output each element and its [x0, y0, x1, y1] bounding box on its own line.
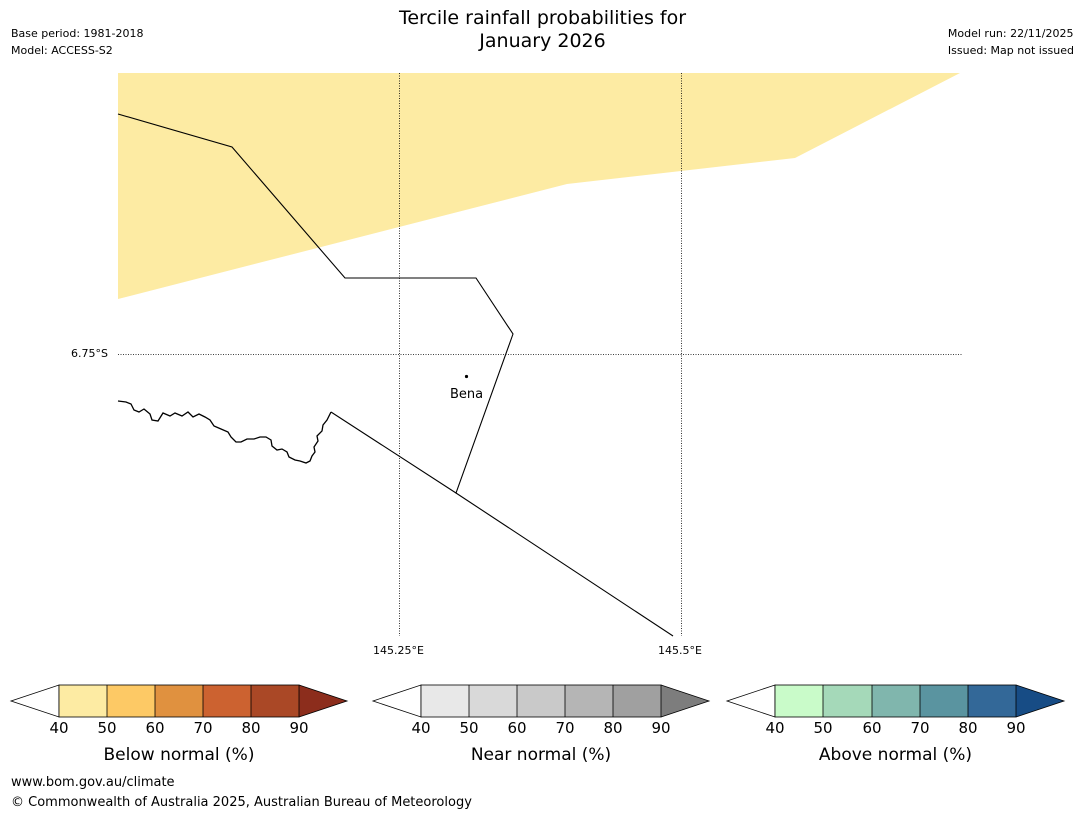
base-period-text: Base period: 1981-2018: [11, 27, 144, 40]
district-boundary-south: [455, 492, 674, 637]
tick-label: 40: [411, 719, 431, 737]
header-right: Model run: 22/11/2025 Issued: Map not is…: [948, 25, 1074, 59]
tick-label: 60: [145, 719, 165, 737]
tick-label: 70: [910, 719, 930, 737]
tick-label: 80: [603, 719, 623, 737]
colorbar-below-under-arrow: [9, 684, 60, 718]
tick-label: 90: [651, 719, 671, 737]
tick-label: 80: [958, 719, 978, 737]
below-normal-shaded-region: [118, 73, 960, 299]
colorbar-near-swatch-2: [469, 685, 517, 717]
colorbar-near-over-arrow: [661, 685, 709, 717]
colorbar-above-swatch-5: [968, 685, 1016, 717]
map-title: Tercile rainfall probabilities for Janua…: [0, 7, 1085, 53]
title-line-2: January 2026: [479, 30, 606, 52]
model-text: Model: ACCESS-S2: [11, 44, 113, 57]
colorbar-near-normal: [371, 684, 711, 718]
colorbar-below-over-arrow: [299, 685, 347, 717]
longitude-label-2: 145.5°E: [658, 644, 702, 657]
model-run-text: Model run: 22/11/2025: [947, 27, 1074, 40]
footer-url: www.bom.gov.au/climate: [11, 775, 175, 790]
longitude-label-1: 145.25°E: [373, 644, 424, 657]
colorbar-near-swatch-1: [421, 685, 469, 717]
tick-label: 60: [862, 719, 882, 737]
colorbar-near-swatch-4: [565, 685, 613, 717]
river-line: [117, 400, 332, 464]
colorbar-near-swatch-5: [613, 685, 661, 717]
bena-marker: [464, 374, 469, 379]
tick-label: 90: [289, 719, 309, 737]
title-line-1: Tercile rainfall probabilities for: [398, 7, 687, 29]
colorbar-below-normal: [9, 684, 349, 718]
issued-text: Issued: Map not issued: [947, 44, 1074, 57]
colorbar-below-title: Below normal (%): [103, 745, 255, 765]
tick-label: 50: [813, 719, 833, 737]
colorbar-near-swatch-3: [517, 685, 565, 717]
latitude-label: 6.75°S: [71, 347, 108, 360]
colorbar-below-swatch-1: [59, 685, 107, 717]
colorbar-above-swatch-2: [823, 685, 872, 717]
tick-label: 70: [555, 719, 575, 737]
colorbar-above-swatch-4: [920, 685, 968, 717]
colorbar-near-title: Near normal (%): [470, 745, 612, 765]
colorbar-above-normal: [725, 684, 1066, 718]
colorbar-below-swatch-3: [155, 685, 203, 717]
tick-label: 80: [241, 719, 261, 737]
tick-label: 90: [1006, 719, 1026, 737]
header-left: Base period: 1981-2018 Model: ACCESS-S2: [11, 25, 143, 59]
colorbar-below-swatch-4: [203, 685, 251, 717]
tick-label: 60: [507, 719, 527, 737]
colorbar-below-swatch-2: [107, 685, 155, 717]
tick-label: 70: [193, 719, 213, 737]
colorbar-above-under-arrow: [725, 684, 776, 718]
place-label-bena: Bena: [450, 387, 484, 402]
footer-copyright: © Commonwealth of Australia 2025, Austra…: [11, 795, 472, 810]
tick-label: 50: [459, 719, 479, 737]
colorbar-near-under-arrow: [371, 684, 422, 718]
tick-label: 40: [765, 719, 785, 737]
colorbar-above-swatch-3: [872, 685, 920, 717]
colorbar-below-swatch-5: [251, 685, 299, 717]
tick-label: 50: [97, 719, 117, 737]
colorbar-above-over-arrow: [1016, 685, 1064, 717]
colorbar-above-swatch-1: [775, 685, 823, 717]
tick-label: 40: [49, 719, 69, 737]
colorbar-above-title: Above normal (%): [818, 745, 973, 765]
